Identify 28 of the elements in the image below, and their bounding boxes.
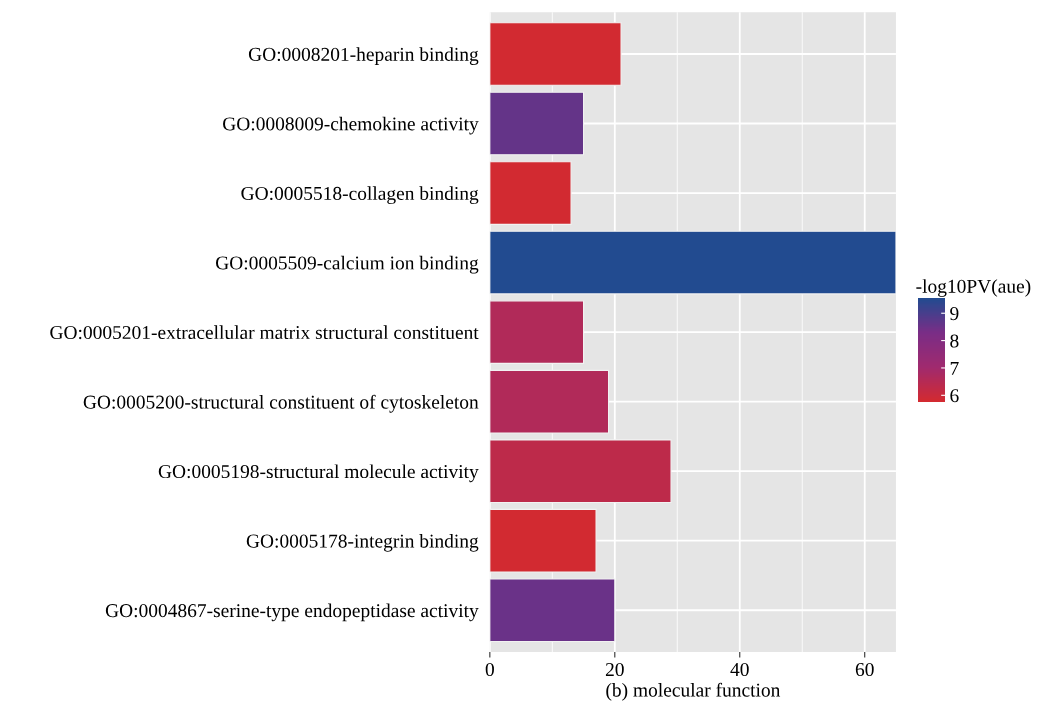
bar [489, 508, 597, 573]
bar [489, 161, 572, 225]
y-tick-label: GO:0005509-calcium ion binding [215, 255, 479, 274]
x-axis-title: (b) molecular function [606, 682, 781, 701]
x-tick-label: 60 [855, 662, 874, 677]
x-tick-label: 20 [605, 662, 624, 677]
bar [489, 369, 610, 434]
y-tick-label: GO:0005198-structural molecule activity [158, 464, 479, 483]
y-tick-label: GO:0005200-structural constituent of cytoskeleton [83, 394, 479, 413]
y-tick-label: GO:0005178-integrin binding [246, 533, 479, 552]
bar [489, 300, 585, 364]
x-tick-label: 40 [730, 662, 749, 677]
bar [489, 22, 622, 86]
bar [489, 230, 896, 295]
x-tick-label: 0 [485, 662, 494, 677]
color-bar-label: 9 [950, 307, 959, 321]
y-tick-label: GO:0008009-chemokine activity [223, 116, 479, 135]
bar [489, 439, 672, 504]
color-bar-label: 6 [950, 389, 959, 403]
y-tick-label: GO:0004867-serine-type endopeptidase activity [105, 603, 479, 622]
color-bar-title: -log10PV(aue) [916, 279, 1031, 297]
y-tick-label: GO:0008201-heparin binding [248, 47, 479, 65]
color-bar-label: 8 [950, 334, 959, 348]
bar [489, 91, 585, 156]
bar [489, 578, 616, 643]
y-tick-label: GO:0005201-extracellular matrix structural constituent [50, 325, 479, 340]
y-tick-label: GO:0005518-collagen binding [241, 186, 479, 204]
color-bar-label: 7 [950, 361, 959, 375]
